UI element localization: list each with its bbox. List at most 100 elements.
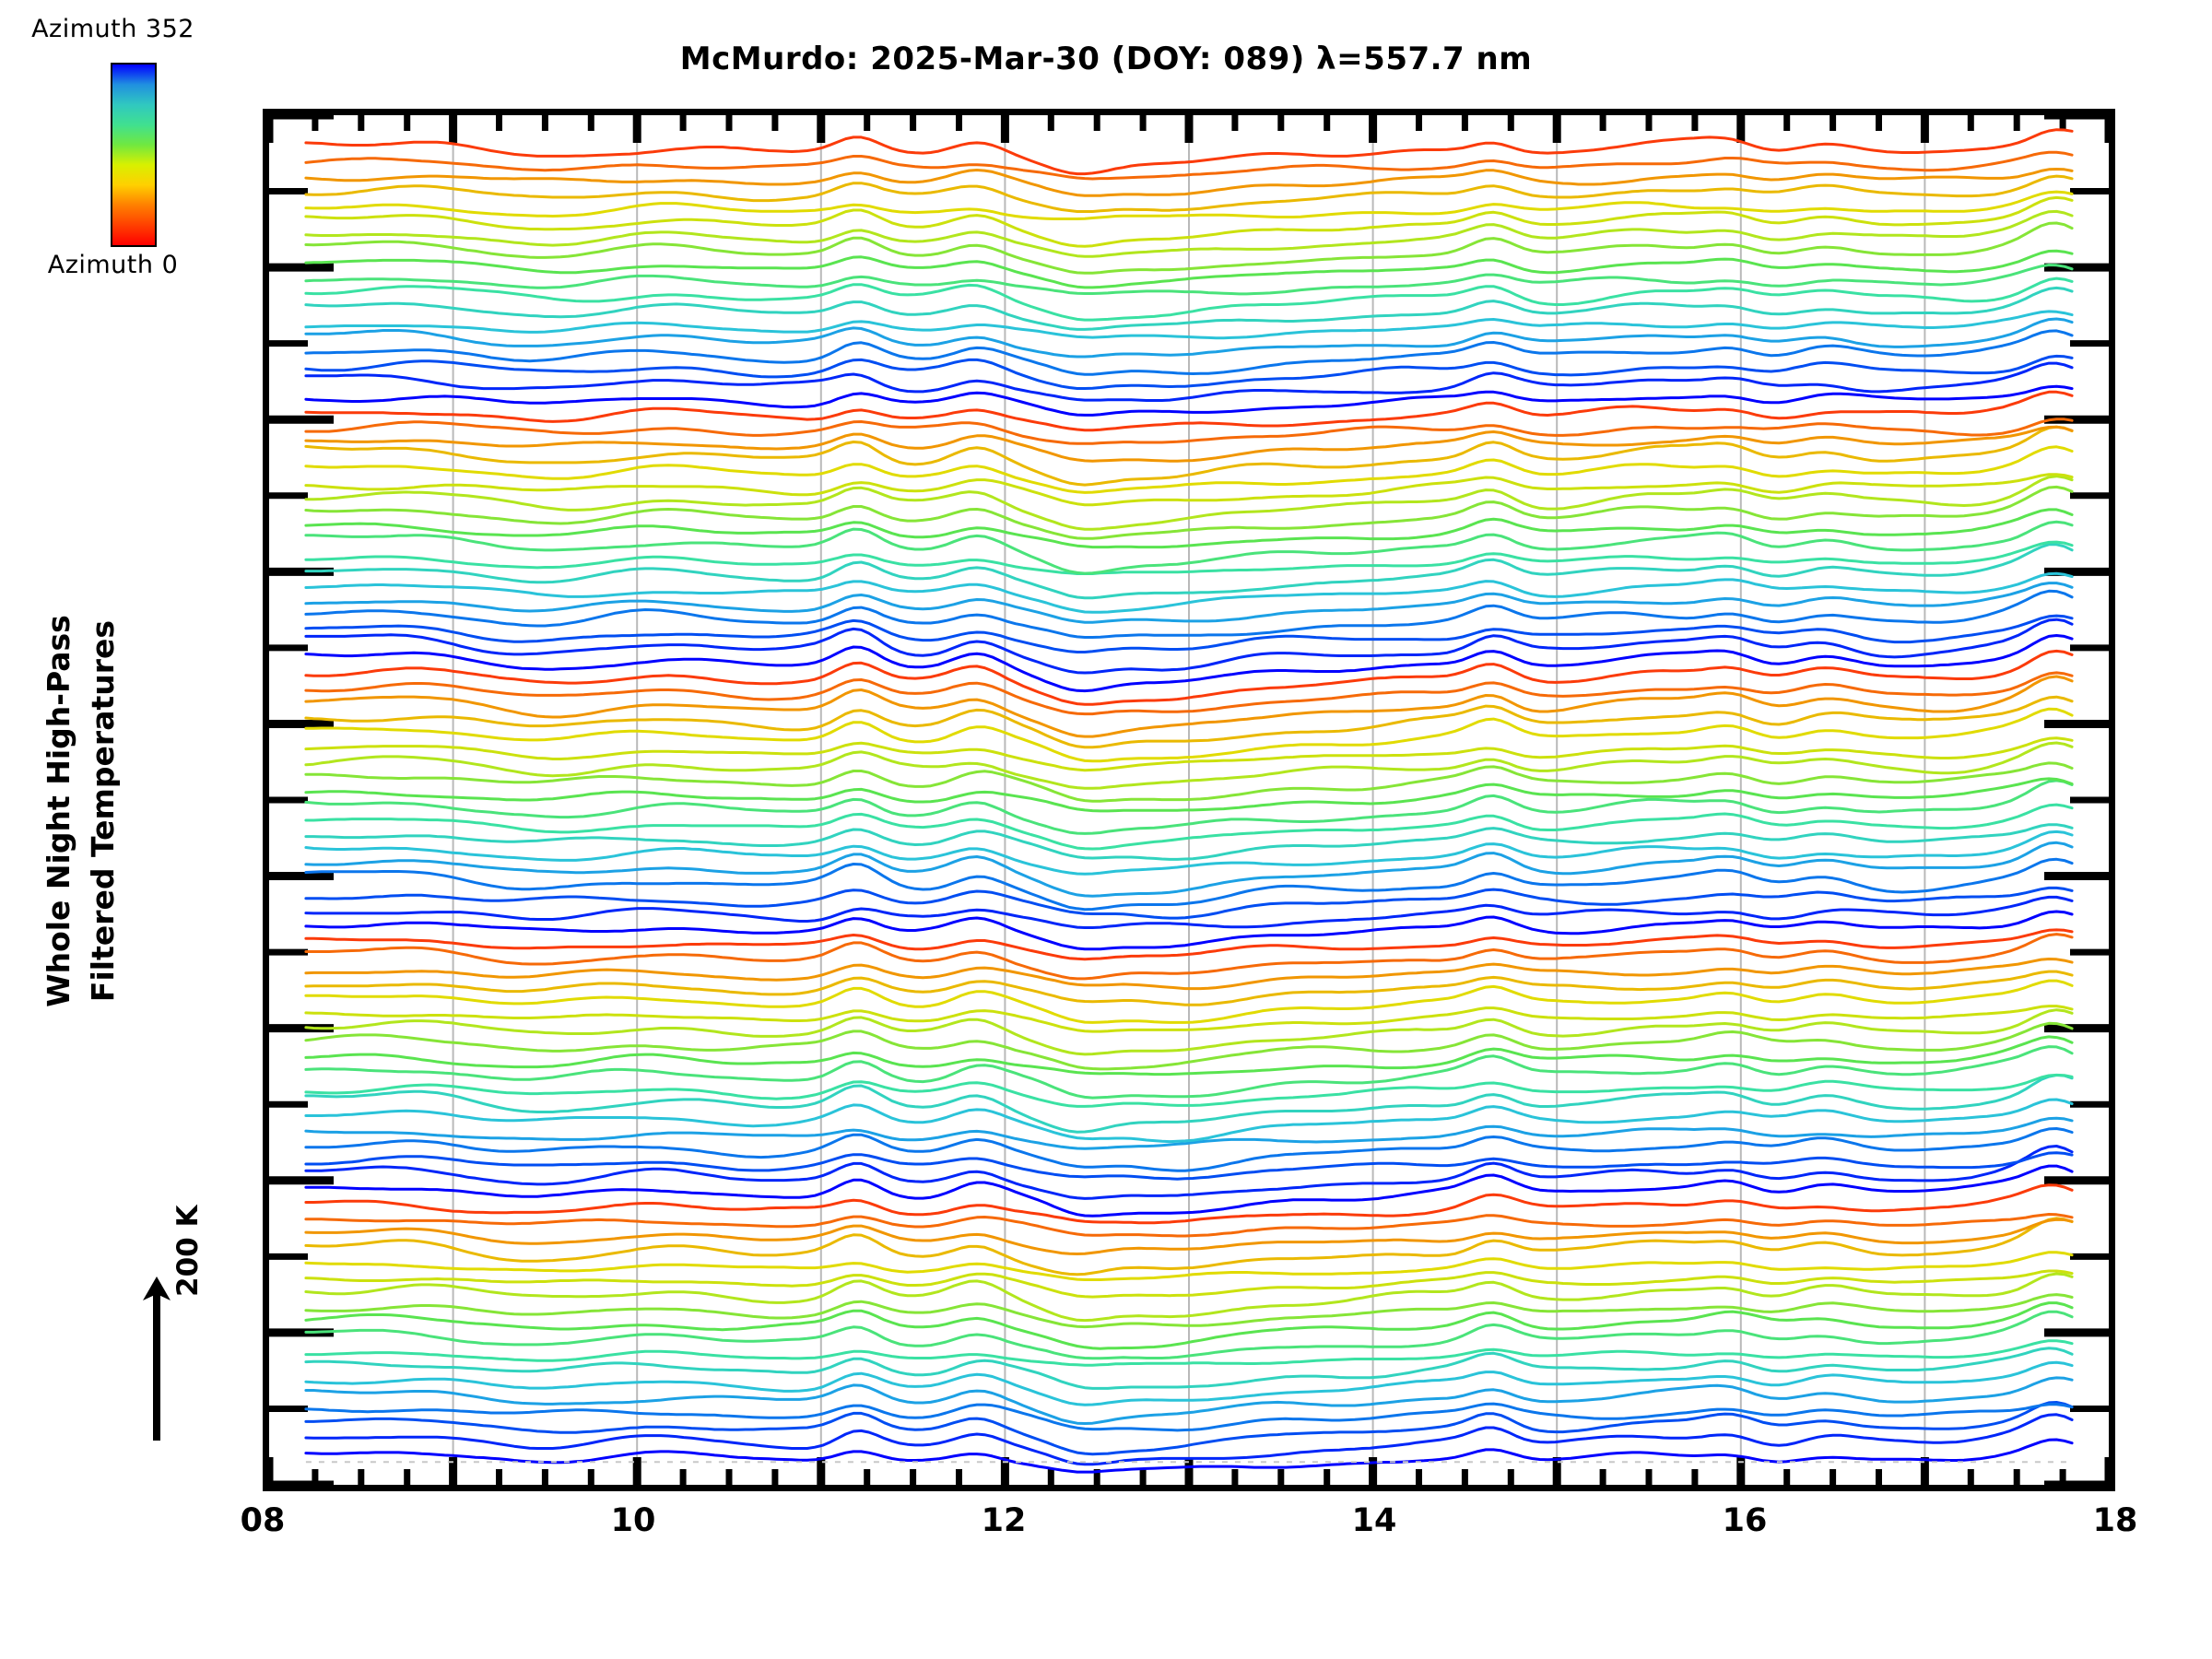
temperature-trace (304, 1272, 2074, 1323)
temperature-trace (304, 1347, 2074, 1390)
temperature-trace (304, 1098, 2074, 1144)
x-tick-label-18: 18 (2092, 1502, 2138, 1539)
temperature-trace (304, 857, 2074, 912)
temperature-trace (304, 1151, 2074, 1181)
temperature-trace (304, 803, 2074, 851)
temperature-trace (304, 841, 2074, 898)
x-tick-label-16: 16 (1722, 1502, 1768, 1539)
temperature-trace (304, 1008, 2074, 1056)
temperature-trace (304, 1360, 2074, 1406)
temperature-trace (304, 895, 2074, 929)
temperature-trace (304, 928, 2074, 961)
temperature-trace (304, 221, 2074, 275)
temperature-trace (304, 168, 2074, 197)
temperature-trace (304, 614, 2074, 653)
scale-bar-arrow-icon (143, 1277, 171, 1441)
temperature-trace (304, 540, 2074, 575)
plot-frame (263, 109, 2115, 1491)
page-title: McMurdo: 2025-Mar-30 (DOY: 089) λ=557.7 … (679, 41, 1533, 77)
temperature-trace (304, 520, 2074, 575)
temperature-trace (304, 445, 2074, 494)
temperature-trace (304, 418, 2074, 445)
temperature-trace (304, 695, 2074, 749)
temperature-trace (304, 329, 2074, 376)
colorbar-bottom-label: Azimuth 0 (47, 251, 179, 279)
x-tick-label-08: 08 (240, 1502, 286, 1539)
temperature-trace (304, 1213, 2074, 1238)
temperature-trace (304, 634, 2074, 693)
temperature-trace (304, 1145, 2074, 1200)
temperature-trace (304, 649, 2074, 706)
temperature-trace (304, 354, 2074, 390)
temperature-trace (304, 174, 2074, 213)
temperature-trace (304, 933, 2074, 981)
temperature-trace (304, 1293, 2074, 1329)
colorbar-gradient (111, 63, 157, 247)
azimuth-colorbar-legend: Azimuth 352 Azimuth 0 (0, 0, 276, 286)
temperature-trace (304, 150, 2074, 181)
temperature-trace (304, 777, 2074, 813)
temperature-trace (304, 390, 2074, 432)
temperature-trace (304, 1045, 2074, 1100)
temperature-trace (304, 1251, 2074, 1281)
temperature-trace (304, 886, 2074, 920)
temperature-trace (304, 475, 2074, 531)
temperature-trace (304, 582, 2074, 624)
temperature-trace (304, 276, 2074, 322)
temperature-trace (304, 618, 2074, 675)
temperature-trace (304, 1164, 2074, 1218)
temperature-trace (304, 979, 2074, 1024)
temperature-trace (304, 1413, 2074, 1466)
temperature-trace (304, 249, 2074, 289)
temperature-trace (304, 425, 2074, 463)
temperature-trace (304, 779, 2074, 835)
temperature-trace (304, 1021, 2074, 1071)
temperature-trace (304, 195, 2074, 248)
temperature-trace (304, 508, 2074, 549)
temperature-trace (304, 543, 2074, 600)
temperature-trace (304, 425, 2074, 487)
temperature-trace (304, 1401, 2074, 1456)
temperature-trace (304, 209, 2074, 258)
y-axis-title: Whole Night High-Pass Filtered Temperatu… (37, 166, 147, 1456)
y-axis-title-line1: Whole Night High-Pass (41, 615, 76, 1007)
y-axis-title-line2: Filtered Temperatures (84, 619, 121, 1003)
temperature-trace (304, 1402, 2074, 1432)
temperature-trace (304, 1073, 2074, 1108)
x-tick-label-12: 12 (981, 1502, 1027, 1539)
temperature-trace (304, 823, 2074, 861)
temperature-trace (304, 190, 2074, 220)
temperature-trace (304, 1183, 2074, 1225)
x-tick-label-10: 10 (610, 1502, 656, 1539)
temperature-trace (304, 970, 2074, 1006)
temperature-trace (304, 485, 2074, 540)
temperature-trace (304, 384, 2074, 417)
colorbar-top-label: Azimuth 352 (31, 15, 194, 43)
temperature-trace (304, 707, 2074, 763)
x-tick-label-14: 14 (1351, 1502, 1397, 1539)
temperature-trace (304, 473, 2074, 507)
temperature-trace (304, 830, 2074, 876)
scale-bar-label: 200 K (171, 1205, 205, 1297)
temperature-trace (304, 1339, 2074, 1367)
temperature-trace (304, 910, 2074, 951)
temperature-trace (304, 1217, 2074, 1277)
temperature-trace (304, 571, 2074, 614)
temperature-trace (304, 1376, 2074, 1425)
temperature-trace (304, 958, 2074, 991)
temperature-trace (304, 310, 2074, 340)
temperature-trace (304, 361, 2074, 402)
temperature-trace (304, 671, 2074, 716)
temperature-trace (304, 1310, 2074, 1360)
temperature-trace (304, 1116, 2074, 1150)
temperature-trace (304, 264, 2074, 296)
temperature-trace (304, 1005, 2074, 1033)
temperature-trace (304, 1218, 2074, 1255)
temperature-trace (304, 317, 2074, 359)
temperature-trace (304, 761, 2074, 803)
temperature-trace (304, 1127, 2074, 1172)
temperature-trace (304, 675, 2074, 738)
temperature-trace (304, 1074, 2074, 1134)
scale-bar: 200 K (138, 1205, 267, 1442)
temperature-trace (304, 1269, 2074, 1299)
